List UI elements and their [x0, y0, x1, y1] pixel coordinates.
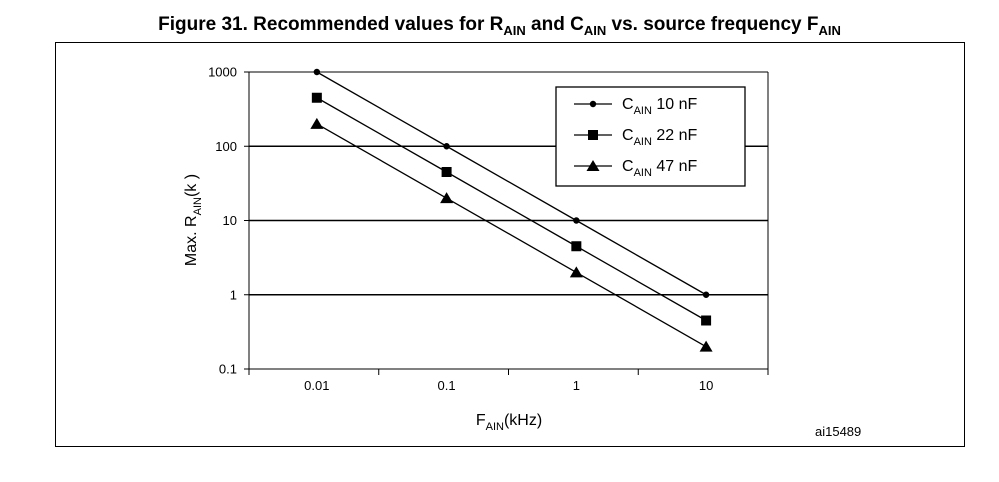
- series-2-point-2: [569, 266, 583, 278]
- y-tick-label-4: 1000: [208, 65, 237, 80]
- series-1-point-2: [571, 241, 582, 252]
- series-line-0: [316, 71, 707, 296]
- series-1-point-1: [441, 166, 452, 177]
- series-line-2: [316, 123, 707, 348]
- x-tick-label-1: 0.1: [438, 378, 456, 393]
- figure-frame: [55, 42, 965, 447]
- legend-label-0: CAIN 10 nF: [622, 96, 697, 117]
- title-sub-1: AIN: [503, 22, 526, 38]
- title-part-1: Figure 31. Recommended values for R: [158, 14, 504, 35]
- series-0-point-0: [313, 68, 321, 76]
- x-tick-label-2: 1: [573, 378, 580, 393]
- series-line-1: [316, 97, 707, 322]
- y-tick-label-3: 100: [215, 139, 237, 154]
- legend-label-1: CAIN 22 nF: [622, 127, 697, 148]
- title-sub-3: AIN: [818, 22, 841, 38]
- y-axis-title: Max. RAIN(k ): [183, 174, 204, 266]
- title-part-2: and C: [525, 14, 584, 35]
- legend-marker-0: [589, 100, 597, 108]
- y-tick-label-1: 1: [230, 287, 237, 302]
- title-part-3: vs. source frequency F: [606, 14, 819, 35]
- series-0-point-1: [443, 143, 450, 150]
- legend-marker-1: [588, 130, 598, 140]
- series-0-point-3: [702, 291, 710, 298]
- x-tick-label-3: 10: [699, 378, 713, 393]
- figure-reference: ai15489: [815, 424, 861, 439]
- x-tick-label-0: 0.01: [304, 378, 329, 393]
- series-0-point-2: [573, 217, 580, 224]
- y-tick-label-0: 0.1: [219, 362, 237, 377]
- legend-label-2: CAIN 47 nF: [622, 158, 697, 179]
- series-1-point-3: [701, 315, 712, 326]
- series-1-point-0: [311, 92, 322, 103]
- series-2-point-1: [440, 192, 454, 204]
- legend-marker-2: [586, 160, 600, 171]
- series-2-point-3: [699, 340, 713, 352]
- y-tick-label-2: 10: [223, 213, 237, 228]
- title-sub-2: AIN: [583, 22, 607, 38]
- figure-title: Figure 31. Recommended values for RAIN a…: [0, 14, 999, 38]
- series-2-point-0: [310, 117, 324, 129]
- x-axis-title: FAIN(kHz): [476, 412, 542, 433]
